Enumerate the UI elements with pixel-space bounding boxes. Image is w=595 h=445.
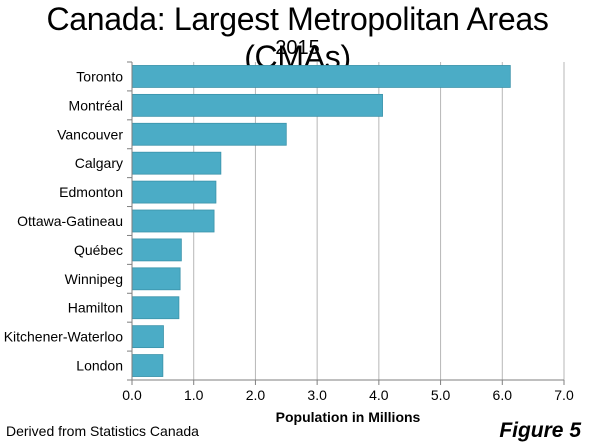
- category-label: Vancouver: [57, 126, 123, 142]
- category-label: Montréal: [69, 97, 123, 113]
- category-label: Hamilton: [68, 300, 123, 316]
- category-label: Calgary: [75, 155, 123, 171]
- chart-subtitle: 2015: [275, 37, 320, 59]
- chart-title: Canada: Largest Metropolitan Areas (CMAs…: [46, 1, 549, 75]
- source-note: Derived from Statistics Canada: [6, 423, 199, 439]
- category-label: Québec: [74, 242, 123, 258]
- x-tick-label: 1.0: [184, 387, 204, 403]
- bar: [131, 267, 181, 291]
- x-axis-title: Population in Millions: [276, 409, 421, 425]
- bar: [131, 65, 511, 88]
- bar: [131, 151, 222, 175]
- category-label: Kitchener-Waterloo: [4, 329, 124, 345]
- bar: [131, 325, 164, 349]
- category-label: London: [76, 358, 123, 374]
- x-tick-label: 3.0: [307, 387, 327, 403]
- bar: [131, 354, 164, 377]
- figure-label: Figure 5: [499, 419, 581, 442]
- bar: [131, 93, 383, 117]
- category-label: Toronto: [76, 68, 123, 84]
- x-tick-label: 7.0: [554, 387, 574, 403]
- bar: [131, 296, 180, 320]
- x-tick-label: 2.0: [246, 387, 266, 403]
- x-tick-label: 5.0: [431, 387, 451, 403]
- bar: [131, 180, 217, 204]
- bar: [131, 238, 182, 262]
- bar: [131, 209, 215, 233]
- category-label: Ottawa-Gatineau: [17, 213, 123, 229]
- x-tick-label: 6.0: [493, 387, 513, 403]
- category-label: Edmonton: [59, 184, 123, 200]
- x-tick-label: 4.0: [369, 387, 389, 403]
- x-tick-label: 0.0: [122, 387, 142, 403]
- bar: [131, 122, 287, 146]
- category-label: Winnipeg: [65, 271, 123, 287]
